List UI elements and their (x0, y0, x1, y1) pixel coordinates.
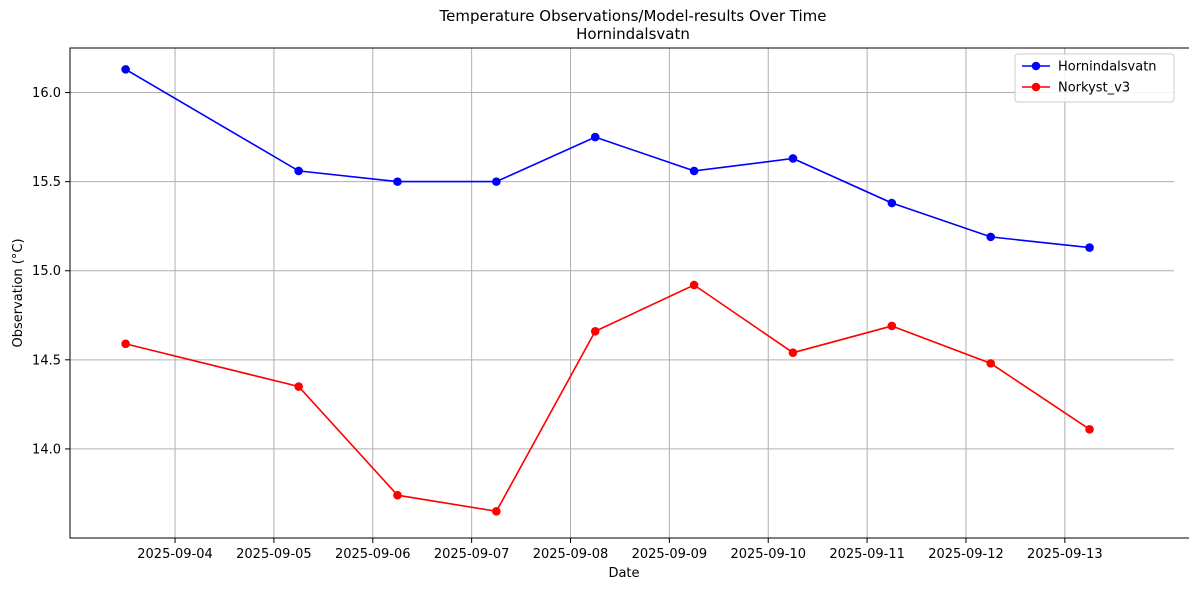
data-point (294, 166, 303, 176)
x-tick-label: 2025-09-07 (434, 547, 510, 562)
data-point (121, 339, 130, 349)
series-line (125, 68, 1090, 249)
series-layer (121, 65, 1094, 516)
legend: Hornindalsvatn Norkyst_v3 (1014, 53, 1175, 103)
series-norkyst-v3 (121, 280, 1094, 516)
legend-marker (1031, 82, 1041, 92)
data-point (393, 490, 402, 500)
series-line (125, 284, 1091, 513)
x-tick-label: 2025-09-11 (829, 547, 905, 562)
data-point (1085, 243, 1094, 252)
plot-area-frame (69, 47, 1189, 539)
grid-lines (70, 48, 1174, 538)
x-tick-label: 2025-09-06 (335, 547, 411, 562)
x-axis-label: Date (608, 566, 639, 581)
legend-label: Hornindalsvatn (1058, 60, 1157, 75)
x-tick-label: 2025-09-05 (236, 547, 312, 562)
y-tick-label: 16.0 (32, 86, 61, 101)
x-tick-label: 2025-09-12 (928, 547, 1004, 562)
data-point (689, 280, 699, 290)
data-point (788, 154, 798, 163)
legend-label: Norkyst_v3 (1058, 81, 1130, 96)
data-point (294, 382, 303, 391)
data-point (590, 132, 600, 142)
y-tick-label: 15.0 (32, 264, 61, 279)
x-tick-label: 2025-09-10 (730, 547, 806, 562)
data-point (590, 327, 600, 336)
legend-box (1014, 53, 1175, 103)
x-tick-label: 2025-09-08 (533, 547, 609, 562)
x-tick-label: 2025-09-13 (1027, 547, 1103, 562)
data-point (1085, 425, 1094, 434)
chart-subtitle: Hornindalsvatn (576, 25, 690, 43)
y-tick-label: 14.0 (32, 442, 61, 457)
data-point (492, 506, 501, 516)
x-tick-label: 2025-09-04 (137, 547, 213, 562)
y-tick-label: 15.5 (32, 175, 61, 190)
y-axis-label: Observation (°C) (11, 238, 26, 347)
x-axis: 2025-09-04 2025-09-05 2025-09-06 2025-09-07… (137, 538, 1103, 562)
data-point (986, 359, 995, 368)
data-point (121, 65, 130, 74)
data-point (788, 348, 798, 357)
legend-marker (1031, 61, 1041, 71)
x-tick-label: 2025-09-09 (632, 547, 708, 562)
chart-title: Temperature Observations/Model-results O… (438, 7, 826, 25)
series-hornindalsvatn (121, 65, 1094, 252)
data-point (393, 177, 402, 186)
y-axis: 14.0 14.5 15.0 15.5 16.0 (32, 86, 70, 457)
data-point (986, 232, 995, 242)
data-point (492, 177, 501, 186)
data-point (689, 166, 699, 176)
y-tick-label: 14.5 (32, 353, 61, 368)
data-point (887, 198, 897, 208)
data-point (887, 321, 897, 331)
